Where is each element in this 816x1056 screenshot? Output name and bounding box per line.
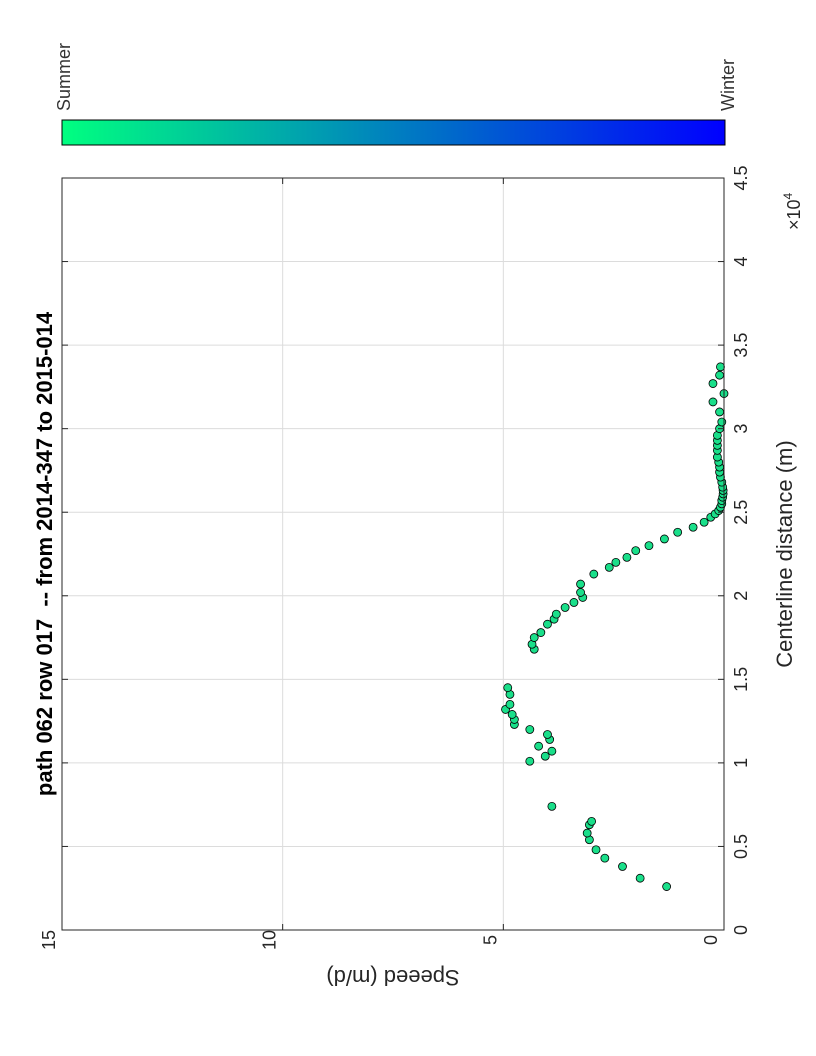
- x-tick-label: 4: [731, 257, 751, 267]
- x-tick-label: 1.5: [731, 667, 751, 692]
- x-tick-label: 0: [731, 925, 751, 935]
- x-tick-label: 3.5: [731, 333, 751, 358]
- data-point: [525, 725, 535, 734]
- svg-text:×104: ×104: [781, 192, 804, 230]
- data-point: [551, 609, 561, 619]
- data-point: [560, 603, 570, 612]
- axis-ticks: 0 0.5 1 1.5 2 2.5 3 3.5 4 4.5 0 5 10 15: [39, 165, 751, 950]
- data-point: [569, 598, 579, 607]
- data-point: [547, 801, 557, 811]
- chart-title: path 062 row 017 -- from 2014-347 to 201…: [32, 311, 57, 796]
- data-point: [611, 557, 621, 567]
- colorbar-label-summer: Summer: [54, 43, 74, 111]
- x-tick-label: 2.5: [731, 500, 751, 525]
- x-tick-label: 3: [731, 424, 751, 434]
- data-point: [604, 562, 614, 572]
- data-point: [717, 417, 727, 427]
- x-tick-label: 1: [731, 758, 751, 768]
- data-point: [529, 633, 539, 642]
- data-point: [589, 569, 599, 579]
- x-tick-label: 0.5: [731, 834, 751, 859]
- y-axis-label: Speeed (m/d): [326, 965, 459, 990]
- data-point: [631, 546, 641, 556]
- data-point: [660, 534, 669, 544]
- x-tick-label: 4.5: [731, 165, 751, 190]
- data-point: [547, 746, 557, 756]
- data-point: [699, 517, 709, 527]
- data-point: [688, 522, 698, 532]
- x-exponent: ×104: [781, 192, 804, 230]
- y-tick-label: 15: [39, 930, 59, 950]
- plot-frame: [61, 177, 725, 931]
- data-point: [536, 628, 546, 637]
- data-points: [501, 362, 729, 891]
- data-point: [587, 816, 596, 826]
- data-point: [662, 882, 672, 891]
- y-tick-label: 5: [480, 935, 500, 945]
- data-point: [622, 552, 632, 562]
- y-tick-label: 0: [701, 935, 721, 945]
- data-point: [503, 683, 513, 693]
- data-point: [505, 700, 515, 709]
- data-point: [507, 710, 517, 719]
- colorbar-label-winter: Winter: [718, 59, 738, 111]
- x-axis-label: Centerline distance (m): [772, 440, 797, 667]
- data-point: [591, 845, 601, 855]
- data-point: [716, 362, 725, 372]
- colorbar: [61, 119, 726, 146]
- x-tick-label: 2: [731, 591, 751, 601]
- data-point: [715, 407, 724, 417]
- data-point: [708, 397, 718, 407]
- x-exponent-power: 4: [781, 192, 795, 199]
- data-point: [708, 379, 718, 388]
- data-point: [644, 541, 654, 551]
- data-point: [543, 619, 552, 629]
- data-point: [582, 828, 592, 838]
- data-point: [673, 527, 683, 537]
- x-exponent-base: ×10: [784, 199, 804, 230]
- data-point: [600, 853, 610, 863]
- plot-area: [62, 178, 724, 930]
- data-point: [576, 579, 585, 589]
- data-point: [576, 588, 585, 597]
- data-point: [635, 873, 645, 883]
- data-point: [618, 862, 627, 871]
- y-tick-label: 10: [260, 930, 280, 950]
- data-point: [540, 751, 550, 761]
- data-point: [715, 370, 724, 380]
- data-point: [543, 730, 552, 739]
- data-point: [534, 741, 544, 751]
- data-point: [525, 756, 535, 766]
